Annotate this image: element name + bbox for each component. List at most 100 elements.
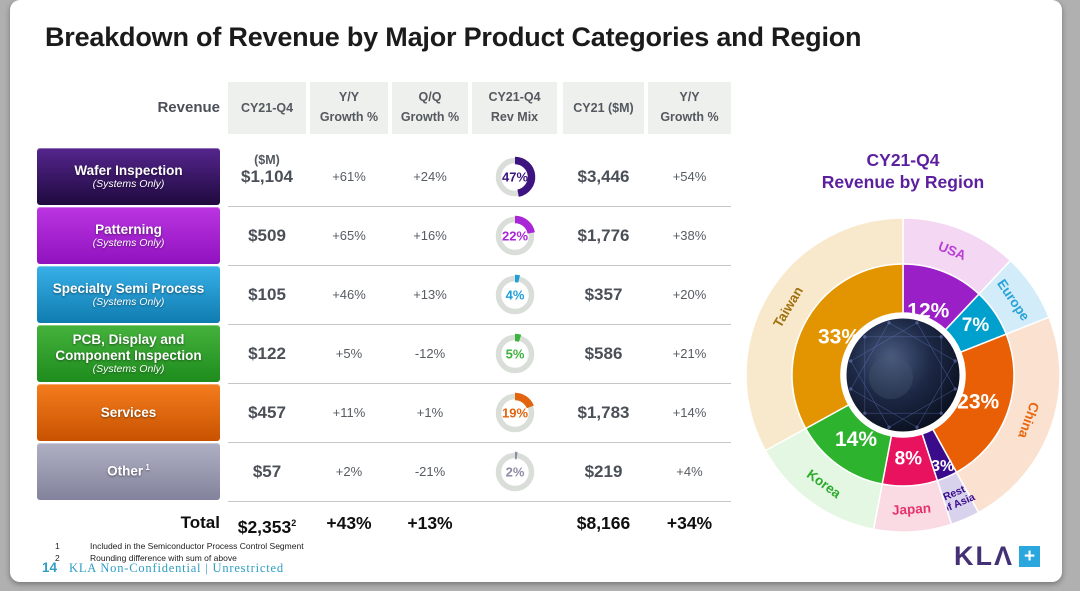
earth-network-dot xyxy=(849,359,853,363)
table-value: $1,104 xyxy=(241,167,293,186)
footnote-marker: 1 xyxy=(55,541,60,551)
table-value: +16% xyxy=(413,228,447,243)
rev-mix-donut: 47% xyxy=(495,156,535,197)
table-value: +14% xyxy=(672,405,707,420)
pie-percent-label: 3% xyxy=(931,458,954,475)
table-value: $1,783 xyxy=(577,403,630,422)
table-value: +5% xyxy=(335,346,363,361)
svg-text:47%: 47% xyxy=(501,169,527,184)
table-value: +65% xyxy=(332,228,366,243)
total-value: +34% xyxy=(666,513,713,533)
rev-mix-cell: 4% xyxy=(489,269,541,326)
pie-percent-label: 14% xyxy=(835,428,877,451)
rev-mix-cell: 47% xyxy=(489,151,541,208)
svg-text:22%: 22% xyxy=(501,228,527,243)
table-corner-label: Revenue xyxy=(157,99,220,116)
total-value: +43% xyxy=(326,513,372,533)
pie-title-line1: CY21-Q4 xyxy=(866,150,940,170)
table-value: $509 xyxy=(248,226,286,245)
earth-network-dot xyxy=(915,321,919,325)
product-category-row-label: Other 1 xyxy=(37,443,220,500)
table-value: $105 xyxy=(248,285,286,304)
rev-mix-cell: 2% xyxy=(489,446,541,503)
table-value: $57 xyxy=(252,462,282,481)
earth-network-dot xyxy=(953,359,957,363)
svg-text:2%: 2% xyxy=(505,464,524,479)
table-value: +2% xyxy=(335,464,363,479)
table-value: -12% xyxy=(414,346,446,361)
svg-text:19%: 19% xyxy=(501,405,527,420)
rev-mix-donut: 4% xyxy=(495,274,534,314)
table-value: $357 xyxy=(584,285,623,304)
kla-logo-text: KLΛ xyxy=(954,541,1014,571)
kla-plus-icon: + xyxy=(1019,546,1040,567)
pie-percent-label: 23% xyxy=(957,391,999,414)
row-divider xyxy=(228,383,731,384)
earth-network-dot xyxy=(863,335,867,339)
column-header: CY21-Q4 ($M) xyxy=(228,82,306,167)
rev-mix-cell: 22% xyxy=(489,210,541,267)
table-value: +21% xyxy=(672,346,707,361)
row-divider xyxy=(228,324,731,325)
earth-network-dot xyxy=(939,335,943,339)
pie-chart-title: CY21-Q4 Revenue by Region xyxy=(738,150,1062,194)
table-value: +1% xyxy=(416,405,444,420)
footnote-text: Included in the Semiconductor Process Co… xyxy=(90,541,304,551)
footnote-marker: 2 xyxy=(55,552,60,563)
rev-mix-donut: 2% xyxy=(495,451,534,491)
earth-globe-image xyxy=(843,315,963,435)
table-value: $219 xyxy=(584,462,623,481)
table-value: $122 xyxy=(248,344,286,363)
pie-percent-label: 33% xyxy=(818,326,860,349)
earth-network-dot xyxy=(887,321,891,325)
table-value: +24% xyxy=(413,169,447,184)
rev-mix-donut: 19% xyxy=(495,392,534,432)
confidentiality-label: KLA Non-Confidential | Unrestricted xyxy=(69,561,284,575)
row-divider xyxy=(228,501,731,502)
total-value: $8,166 xyxy=(576,513,631,533)
total-label: Total xyxy=(180,513,220,532)
product-category-row-label: Specialty Semi Process (Systems Only) xyxy=(37,266,220,323)
svg-text:4%: 4% xyxy=(505,287,524,302)
row-divider xyxy=(228,442,731,443)
pie-region-label: Japan xyxy=(891,500,931,517)
page-number: 14 xyxy=(42,560,58,575)
total-value: +13% xyxy=(407,513,453,533)
earth-continent-shading xyxy=(869,355,913,399)
table-value: -21% xyxy=(414,464,446,479)
kla-logo: KLΛ + xyxy=(954,541,1040,572)
row-divider xyxy=(228,206,731,207)
table-value: +46% xyxy=(332,287,366,302)
page-footer: 14 KLA Non-Confidential | Unrestricted xyxy=(42,559,284,577)
pie-title-line2: Revenue by Region xyxy=(821,171,985,192)
earth-network-dot xyxy=(953,387,957,391)
earth-network-lines xyxy=(849,321,957,429)
pie-percent-label: 8% xyxy=(895,449,923,470)
column-header: Y/Y Growth % xyxy=(648,82,731,134)
pie-percent-label: 7% xyxy=(962,315,990,336)
earth-network-dot xyxy=(863,411,867,415)
table-value: +4% xyxy=(676,464,703,479)
table-value: +11% xyxy=(332,405,366,420)
table-value: +13% xyxy=(413,287,447,302)
rev-mix-donut: 5% xyxy=(495,333,534,373)
column-header: Q/Q Growth % xyxy=(392,82,468,134)
product-category-row-label: Patterning (Systems Only) xyxy=(37,207,220,264)
table-value: $457 xyxy=(248,403,286,422)
product-category-row-label: Services xyxy=(37,384,220,441)
column-header: Y/Y Growth % xyxy=(310,82,388,134)
column-header: CY21-Q4 Rev Mix xyxy=(472,82,557,134)
table-value: +54% xyxy=(672,169,707,184)
table-value: +61% xyxy=(332,169,366,184)
pie-percent-label: 12% xyxy=(907,300,949,323)
earth-network-dot xyxy=(849,387,853,391)
page-title: Breakdown of Revenue by Major Product Ca… xyxy=(45,22,862,52)
total-value: $2,3532 xyxy=(237,516,297,537)
footnote-text: Rounding difference with sum of above xyxy=(90,552,237,563)
pie-slice-taiwan xyxy=(791,263,904,430)
svg-text:5%: 5% xyxy=(505,346,524,361)
table-value: $1,776 xyxy=(577,226,630,245)
rev-mix-cell: 19% xyxy=(489,387,541,444)
table-value: $586 xyxy=(584,344,623,363)
